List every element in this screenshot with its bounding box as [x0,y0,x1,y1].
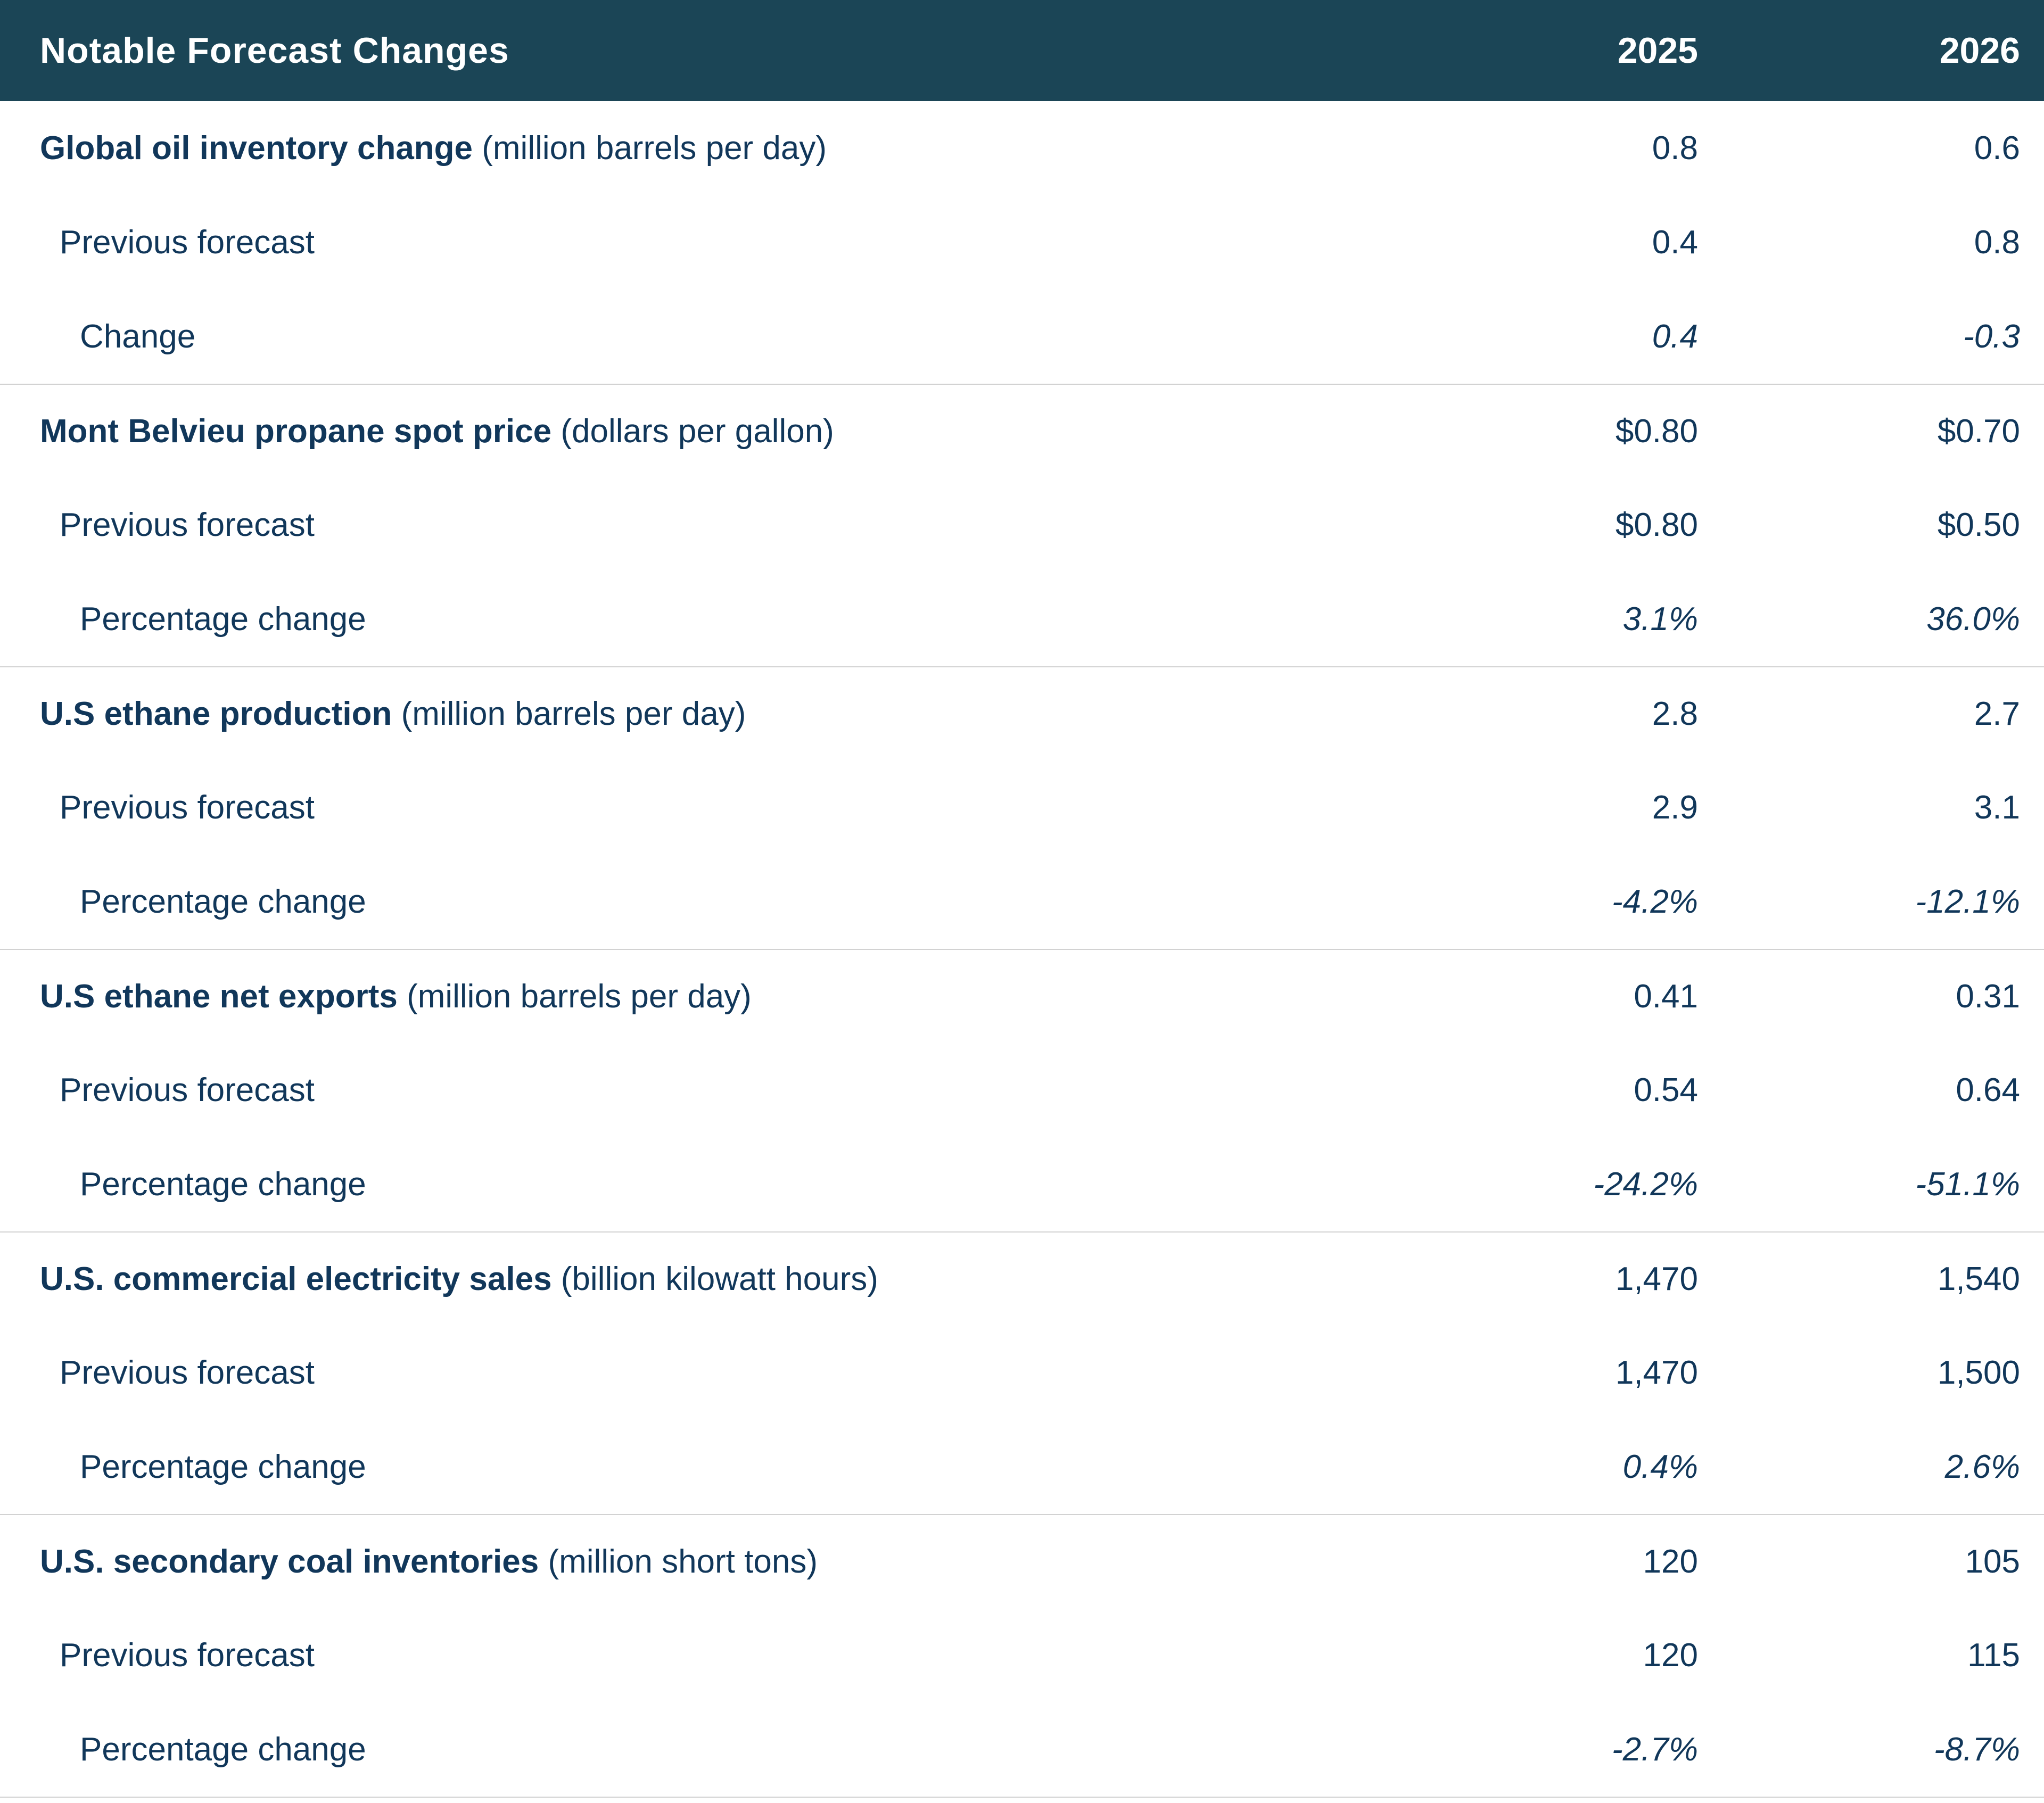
row-label: Global oil inventory change (million bar… [0,129,1474,167]
value-2025: -2.7% [1612,1731,1698,1768]
row-label: Percentage change [80,601,366,638]
value-2026: 1,500 [1937,1354,2020,1391]
row-label: Percentage change [80,1731,366,1768]
value-2026: -8.7% [1934,1731,2020,1768]
value-2025: 1,470 [1615,1261,1698,1297]
value-2026: 1,540 [1937,1261,2020,1297]
table-row: Percentage change 0.4% 2.6% [0,1420,2044,1514]
value-2026: $0.70 [1937,413,2020,450]
value-2026: -12.1% [1915,883,2020,920]
value-2025: $0.80 [1615,413,1698,450]
value-2025: 0.4 [1652,224,1698,261]
row-label: Previous forecast [60,1354,315,1391]
row-label: Percentage change [80,883,366,920]
row-label: U.S. commercial electricity sales (billi… [0,1260,1474,1298]
table-row: U.S ethane production (million barrels p… [0,666,2044,760]
metric-unit: (million barrels per day) [407,978,752,1015]
row-label: Mont Belvieu propane spot price (dollars… [0,412,1474,450]
metric-unit: (million barrels per day) [401,696,746,732]
value-2025: 1,470 [1615,1354,1698,1391]
table-row: Percentage change -2.7% -8.7% [0,1702,2044,1797]
value-2026: 0.64 [1956,1072,2020,1109]
value-2025: -24.2% [1593,1166,1698,1203]
column-header-2025: 2025 [1617,30,1698,71]
row-label: Percentage change [80,1166,366,1203]
table-title: Notable Forecast Changes [40,30,509,71]
value-2025: -4.2% [1612,883,1698,920]
value-2026: $0.50 [1937,507,2020,543]
metric-unit: (billion kilowatt hours) [561,1261,878,1297]
table-row: U.S ethane net exports (million barrels … [0,949,2044,1043]
table-row: Percentage change -24.2% -51.1% [0,1137,2044,1231]
value-2026: 115 [1967,1637,2020,1674]
value-2026: 2.6% [1944,1449,2020,1485]
value-2025: 0.4% [1622,1449,1698,1485]
table-row: Change 0.4 -0.3 [0,290,2044,384]
table-bottom-divider [0,1797,2044,1798]
table-row: Previous forecast 0.54 0.64 [0,1043,2044,1137]
table-row: Previous forecast 2.9 3.1 [0,760,2044,855]
row-label: Percentage change [80,1449,366,1485]
table-row: Previous forecast $0.80 $0.50 [0,478,2044,572]
value-2026: 0.31 [1956,978,2020,1015]
value-2026: 0.6 [1974,130,2020,167]
value-2026: -51.1% [1915,1166,2020,1203]
table-row: Previous forecast 0.4 0.8 [0,195,2044,290]
column-header-2026: 2026 [1939,30,2020,71]
row-label: U.S ethane net exports (million barrels … [0,978,1474,1015]
value-2026: 36.0% [1926,601,2020,638]
table-row: Mont Belvieu propane spot price (dollars… [0,384,2044,478]
value-2025: 120 [1643,1637,1698,1674]
value-2025: $0.80 [1615,507,1698,543]
metric-unit: (dollars per gallon) [561,413,834,450]
value-2026: 0.8 [1974,224,2020,261]
table-row: Global oil inventory change (million bar… [0,101,2044,195]
table-row: Percentage change 3.1% 36.0% [0,572,2044,666]
value-2025: 0.4 [1652,318,1698,355]
value-2026: 2.7 [1974,696,2020,732]
row-label: Previous forecast [60,1637,315,1674]
row-label: Previous forecast [60,224,315,261]
table-row: U.S. commercial electricity sales (billi… [0,1231,2044,1326]
metric-name: Global oil inventory change [40,130,473,167]
metric-name: U.S. secondary coal inventories [40,1543,539,1580]
value-2026: 3.1 [1974,789,2020,826]
value-2025: 120 [1643,1543,1698,1580]
row-label: U.S. secondary coal inventories (million… [0,1543,1474,1581]
value-2025: 0.8 [1652,130,1698,167]
row-label: Previous forecast [60,789,315,826]
metric-unit: (million barrels per day) [482,130,827,167]
metric-name: Mont Belvieu propane spot price [40,413,552,450]
value-2025: 2.8 [1652,696,1698,732]
metric-name: U.S. commercial electricity sales [40,1261,552,1297]
table-row: Previous forecast 120 115 [0,1608,2044,1702]
row-label: Change [80,318,196,355]
value-2025: 0.41 [1634,978,1698,1015]
value-2025: 3.1% [1622,601,1698,638]
value-2025: 0.54 [1634,1072,1698,1109]
row-label: U.S ethane production (million barrels p… [0,695,1474,733]
table-row: U.S. secondary coal inventories (million… [0,1514,2044,1608]
table-row: Percentage change -4.2% -12.1% [0,855,2044,949]
metric-unit: (million short tons) [548,1543,818,1580]
metric-name: U.S ethane net exports [40,978,398,1015]
value-2026: 105 [1965,1543,2020,1580]
table-row: Previous forecast 1,470 1,500 [0,1326,2044,1420]
table-header-row: Notable Forecast Changes 2025 2026 [0,0,2044,101]
value-2026: -0.3 [1963,318,2020,355]
value-2025: 2.9 [1652,789,1698,826]
row-label: Previous forecast [60,507,315,543]
metric-name: U.S ethane production [40,696,392,732]
row-label: Previous forecast [60,1072,315,1109]
